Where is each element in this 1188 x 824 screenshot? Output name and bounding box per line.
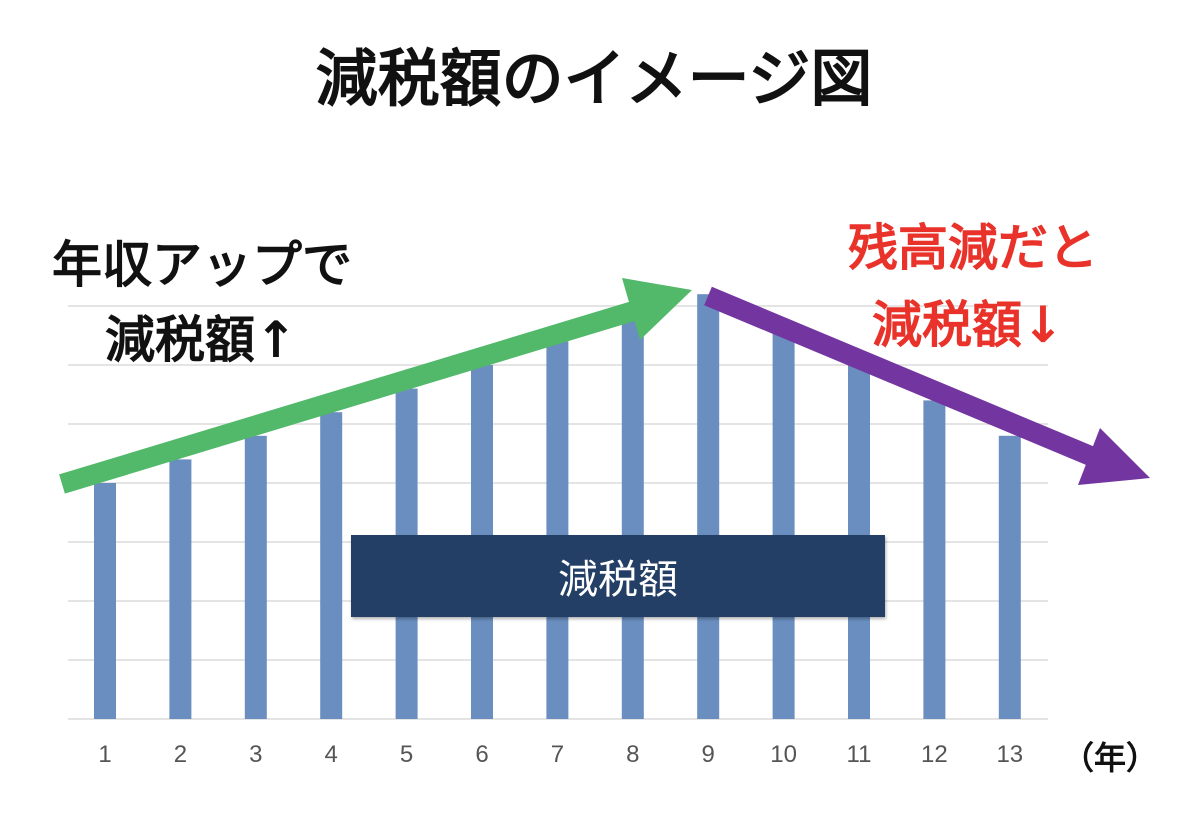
bar	[772, 329, 795, 719]
x-tick-label: 11	[847, 741, 872, 768]
tax-reduction-label-box: 減税額	[351, 535, 885, 617]
x-tick-label: 6	[475, 741, 488, 768]
x-tick-label: 4	[325, 741, 338, 768]
bar	[697, 294, 720, 719]
x-tick-label: 3	[249, 741, 262, 768]
annotation-balance-down: 残高減だと	[848, 219, 1098, 277]
bar	[320, 412, 343, 719]
x-tick-label: 5	[400, 741, 413, 768]
bar	[621, 317, 644, 719]
x-tick-label: 1	[98, 741, 111, 768]
x-tick-label: 9	[702, 741, 715, 768]
bar	[94, 483, 116, 719]
x-tick-label: 10	[770, 741, 797, 768]
x-tick-label: 7	[551, 741, 564, 768]
page-title: 減税額のイメージ図	[315, 42, 873, 115]
bar	[244, 435, 267, 719]
annotation-income-up: 年収アップで	[52, 236, 352, 294]
down-arrow-icon	[704, 286, 1109, 472]
annotation-tax-up: 減税額↑	[105, 311, 297, 369]
up-arrow-icon	[59, 296, 653, 494]
x-tick-label: 13	[996, 741, 1023, 768]
x-tick-label: 2	[174, 741, 187, 768]
x-axis-label: （年）	[1062, 739, 1159, 777]
bar	[923, 400, 946, 719]
down-arrowhead-icon	[1078, 428, 1150, 485]
bar	[546, 341, 569, 719]
annotation-tax-down: 減税額↓	[872, 296, 1064, 354]
up-arrowhead-icon	[622, 278, 692, 340]
x-tick-label: 12	[921, 741, 948, 768]
x-tick-label: 8	[626, 741, 639, 768]
bar	[998, 435, 1021, 719]
bar	[169, 459, 192, 719]
